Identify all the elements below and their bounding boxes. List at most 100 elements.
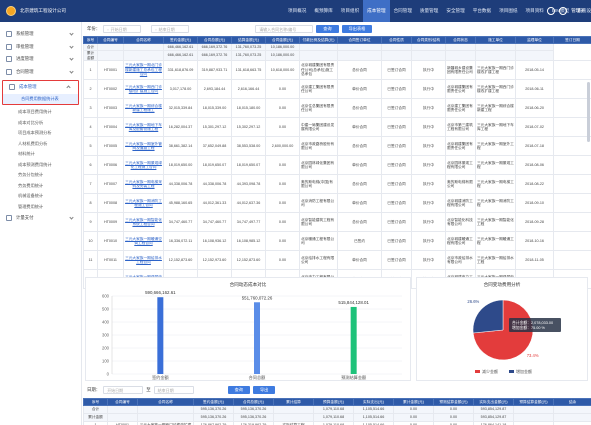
sidebar-subitem[interactable]: 成本项目费用统计	[18, 109, 52, 114]
column-header[interactable]: 合同名称	[137, 398, 194, 406]
sidebar-subitem[interactable]: 劳务分包统计	[18, 172, 44, 177]
column-header[interactable]: 签约金额(元)	[193, 398, 234, 406]
sidebar-item[interactable]: 合同管理	[0, 66, 81, 79]
bottom-start-date-input[interactable]: 开始日期	[103, 386, 144, 394]
column-header[interactable]: 合同状态	[445, 36, 476, 44]
sidebar-subitem[interactable]: 管理费用统计	[18, 203, 44, 209]
column-header[interactable]: 合同金额(元)	[265, 36, 300, 44]
cell-name[interactable]: 三元大家族一期暖通空调工程合同	[123, 231, 164, 252]
column-header[interactable]: 合同签订单位	[337, 36, 382, 44]
table-row[interactable]: 9 HT0009 三元大家族一期智能化系统工程合同 34,747,460.77 34,7…	[83, 212, 591, 233]
search-input[interactable]: 请输入合同名称/编号	[255, 25, 314, 33]
table-row[interactable]: 10 HT0010 三元大家族一期暖通空调工程合同 16,336,072.11 16,1…	[83, 231, 591, 252]
bottom-export-button[interactable]: 导出	[252, 386, 276, 394]
nav-item[interactable]: 项目资料	[525, 8, 544, 13]
table-row[interactable]: 2 HT0002 三元大家族一期西门诊楼改扩建施工合同 3,017,178.00 2,6…	[83, 79, 591, 100]
end-date-input[interactable]: ▫ 结束日期	[151, 25, 190, 33]
pie-slice[interactable]	[472, 299, 504, 334]
sidebar-item-cost[interactable]: 成本管理	[3, 81, 78, 94]
column-header[interactable]: 结算金额(元)	[231, 36, 266, 44]
user-area[interactable]: 管理员	[547, 0, 585, 22]
sidebar-item[interactable]: 系统管理	[0, 28, 81, 41]
nav-item[interactable]: 合同管理	[393, 8, 412, 13]
sidebar-subitem[interactable]: 劳务费用统计	[18, 182, 44, 188]
avatar[interactable]	[559, 7, 568, 15]
export-button[interactable]: 导出表格	[341, 25, 373, 33]
sidebar-item[interactable]: 进度管理	[0, 53, 81, 66]
sidebar-item-measure[interactable]: 计量支付	[0, 212, 81, 225]
column-header[interactable]: 序号	[83, 36, 98, 44]
cell-name[interactable]: 三元大家族一期景观绿化工程施工合同	[123, 155, 164, 176]
nav-item[interactable]: 项目组织	[340, 8, 360, 13]
search-button[interactable]: 查询	[316, 25, 339, 33]
cell-name[interactable]: 三元大家族一期西门诊楼改扩建施工合同	[123, 79, 164, 100]
cell-name[interactable]: 三元大家族一期智能化系统工程合同	[123, 212, 164, 233]
table-row[interactable]: 5 HT0005 三元大家族一期室外管网及道路工程 38,661,382.14 37,6…	[83, 136, 591, 157]
cell-name[interactable]: 三元大家族一期地下车库及配套设施工程	[123, 117, 164, 138]
cell-name[interactable]: 三元大家族一期消防工程施工合同	[123, 193, 164, 214]
nav-item[interactable]: 安全管理	[446, 8, 465, 13]
column-header[interactable]: 合同名称	[123, 36, 164, 44]
table-row[interactable]: 1HT0001三元大家族一期西门诊楼改扩建176,867,962.79176,3…	[83, 421, 591, 425]
sidebar-subitem[interactable]: 成本对比分析	[18, 119, 44, 125]
cell-name[interactable]: 三元大家族一期北门诊楼新建施工总承包工程合同	[123, 60, 164, 81]
column-header[interactable]: 合同编号	[97, 36, 124, 44]
column-header[interactable]: 预算结算金额(元)	[513, 398, 554, 406]
nav-item[interactable]: 概预算库	[314, 8, 333, 13]
nav-item[interactable]: 项目图纸	[499, 8, 518, 13]
bar[interactable]	[157, 297, 164, 374]
cell-name[interactable]: 三元大家族一期综合楼新建工程施工	[123, 98, 164, 119]
sidebar-subitem[interactable]: 项目成本预测分析	[18, 130, 52, 135]
column-header[interactable]: 监理单位	[515, 36, 554, 44]
nav-item[interactable]: 质量管理	[419, 8, 439, 13]
column-header[interactable]: 实际支出金额(元)	[473, 398, 514, 406]
column-header[interactable]: 累计结算	[273, 398, 314, 406]
table-row[interactable]: 4 HT0004 三元大家族一期地下车库及配套设施工程 16,282,004.37 15…	[83, 117, 591, 138]
column-header[interactable]: 施工单位	[475, 36, 516, 44]
sidebar-subitem[interactable]: 人材机费用分析	[18, 140, 48, 146]
column-header[interactable]: 预算金额(元)	[313, 398, 354, 406]
table-row[interactable]: 6 HT0006 三元大家族一期景观绿化工程施工合同 18,019,650.00 18,…	[83, 155, 591, 176]
user-name[interactable]: 管理员	[571, 8, 585, 13]
nav-item[interactable]: 平台数据	[472, 8, 492, 13]
column-header[interactable]: 序号	[83, 398, 108, 406]
table-row[interactable]: 累计金额 595,136,370.26 595,136,370.26 1,079,11…	[83, 413, 591, 422]
legend-swatch[interactable]	[509, 370, 514, 373]
column-header[interactable]: 累计金额(元)	[393, 398, 434, 406]
legend-swatch[interactable]	[475, 370, 480, 373]
table-row[interactable]: 8 HT0008 三元大家族一期消防工程施工合同 45,988,160.65 44,01…	[83, 193, 591, 214]
table-row[interactable]: 11 HT0011 三元大家族一期给排水工程合同 12,152,873.60 12,15…	[83, 250, 591, 271]
table-row[interactable]: 合计 595,136,370.26 595,136,370.26 1,079,110.…	[83, 405, 591, 414]
table-row[interactable]: 7 HT0007 三元大家族一期电梯采购及安装工程 44,338,006.78 44,3…	[83, 174, 591, 195]
column-header[interactable]: 付款比例及结算(元)	[299, 36, 338, 44]
nav-item[interactable]: 成本管理	[363, 0, 390, 22]
sidebar-subitem[interactable]: 合同费用数据统计表	[3, 93, 78, 104]
nav-item[interactable]: 系统设置	[577, 8, 591, 13]
column-header[interactable]: 预测结算金额(元)	[433, 398, 474, 406]
column-header[interactable]: 合同总额(元)	[197, 36, 232, 44]
app-logo[interactable]: 北京建筑工程设计公司	[0, 0, 66, 22]
nav-item[interactable]: 项目概况	[288, 8, 307, 13]
bottom-search-button[interactable]: 查询	[227, 386, 250, 394]
column-header[interactable]: 实际支出(元)	[353, 398, 394, 406]
column-header[interactable]: 合同类别/结构	[411, 36, 446, 44]
table-row[interactable]: 1 HT0001 三元大家族一期北门诊楼新建施工总承包工程合同 331,618,876…	[83, 60, 591, 81]
column-header[interactable]: 签订日期	[553, 36, 591, 44]
column-header[interactable]: 合同编号	[107, 398, 138, 406]
sidebar-subitem[interactable]: 机械设备统计	[18, 193, 44, 198]
legend-label[interactable]: 增加金额	[516, 368, 532, 374]
bar[interactable]	[254, 302, 260, 374]
bell-icon[interactable]	[547, 7, 556, 15]
column-header[interactable]: 合同性质	[381, 36, 412, 44]
table-scrollbar[interactable]	[587, 82, 590, 142]
column-header[interactable]: 合同总额(元)	[233, 398, 274, 406]
bottom-end-date-input[interactable]: 结束日期	[153, 386, 194, 394]
bar[interactable]	[350, 306, 357, 374]
sidebar-item[interactable]: 审批管理	[0, 41, 81, 54]
sidebar-subitem[interactable]: 材料统计	[18, 151, 35, 156]
sidebar-subitem[interactable]: 成本预测费用统计	[18, 161, 52, 167]
legend-label[interactable]: 减少金额	[482, 368, 498, 374]
start-date-input[interactable]: ▫ 开始日期	[103, 25, 142, 33]
column-header[interactable]: 签约金额(元)	[163, 36, 198, 44]
cell-name[interactable]: 三元大家族一期室外管网及道路工程	[123, 136, 164, 157]
